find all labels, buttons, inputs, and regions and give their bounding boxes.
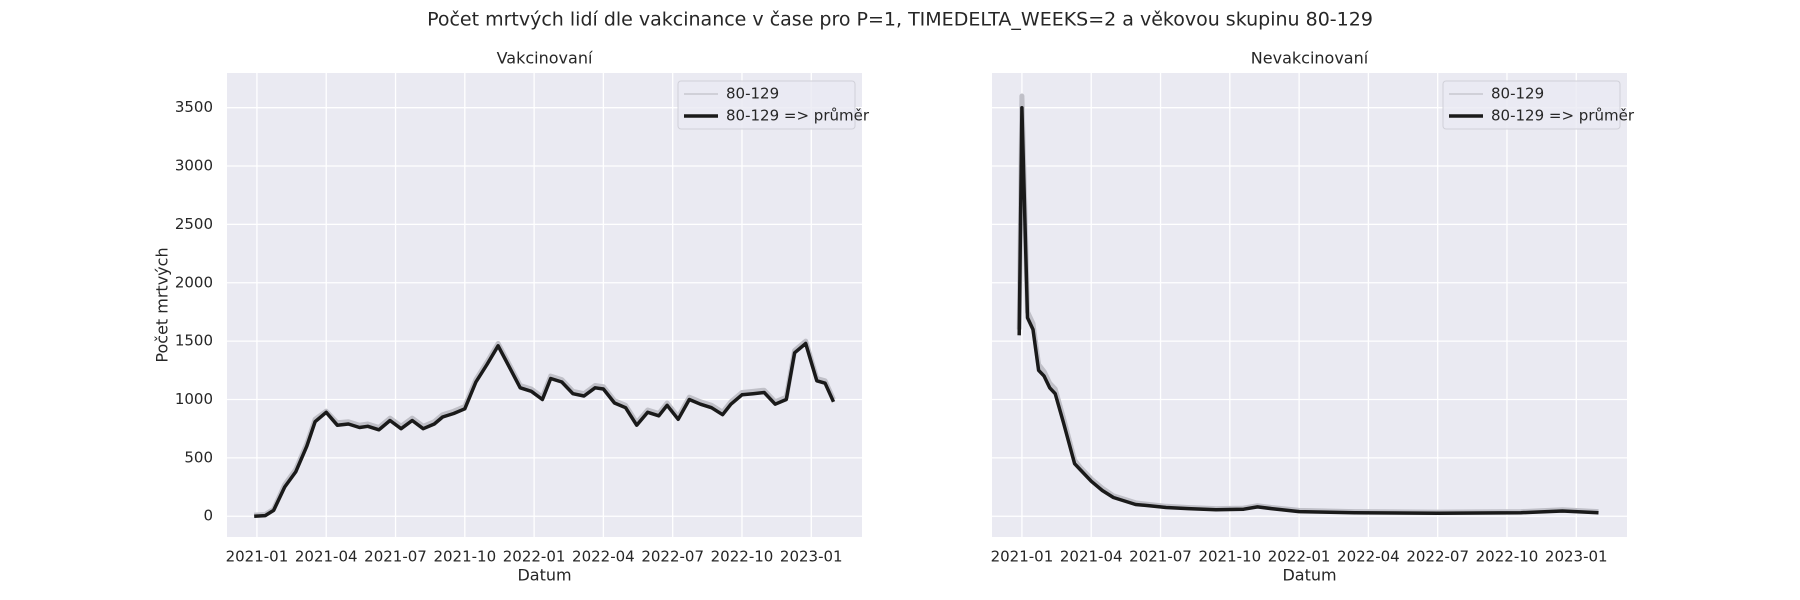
x-axis-label: Datum [1282, 566, 1336, 585]
legend-label: 80-129 [726, 85, 779, 103]
x-tick-label: 2021-07 [1129, 548, 1192, 566]
legend-label: 80-129 [1491, 85, 1544, 103]
y-tick-label: 1500 [175, 332, 213, 350]
line-series [254, 341, 836, 518]
y-tick-label: 3500 [175, 98, 213, 116]
x-tick-label: 2022-07 [641, 548, 704, 566]
y-tick-label: 2500 [175, 215, 213, 233]
subplot-title: Nevakcinovaní [1251, 49, 1369, 68]
x-tick-label: 2021-04 [1060, 548, 1123, 566]
legend-box [677, 80, 856, 130]
y-tick-label: 2000 [175, 273, 213, 291]
x-tick-label: 2021-07 [364, 548, 427, 566]
x-tick-label: 2023-01 [1545, 548, 1608, 566]
legend: 80-129 80-129 => průměr [1442, 80, 1635, 130]
y-tick-label: 1000 [175, 390, 213, 408]
legend: 80-129 80-129 => průměr [677, 80, 870, 130]
y-axis-label: Počet mrtvých [153, 247, 172, 362]
x-tick-label: 2021-04 [295, 548, 358, 566]
x-axis-label: Datum [517, 566, 571, 585]
x-tick-label: 2022-10 [1476, 548, 1539, 566]
x-tick-label: 2023-01 [780, 548, 843, 566]
y-tick-label: 500 [184, 448, 213, 466]
y-tick-label: 3000 [175, 157, 213, 175]
plot-area [227, 73, 862, 537]
x-tick-label: 2022-04 [572, 548, 635, 566]
x-tick-label: 2021-10 [433, 548, 496, 566]
x-tick-label: 2022-04 [1337, 548, 1400, 566]
legend-label: 80-129 => průměr [1491, 107, 1635, 125]
plot-area [992, 73, 1627, 537]
legend-box [1442, 80, 1621, 130]
x-tick-label: 2021-01 [991, 548, 1054, 566]
subplot-title: Vakcinovaní [497, 49, 593, 68]
x-tick-label: 2021-01 [226, 548, 289, 566]
x-tick-label: 2021-10 [1198, 548, 1261, 566]
x-tick-label: 2022-10 [711, 548, 774, 566]
legend-label: 80-129 => průměr [726, 107, 870, 125]
figure-title: Počet mrtvých lidí dle vakcinance v čase… [427, 9, 1373, 31]
x-tick-label: 2022-07 [1406, 548, 1469, 566]
y-tick-label: 0 [203, 507, 213, 525]
line-series [1017, 105, 1599, 516]
x-tick-label: 2022-01 [503, 548, 566, 566]
x-tick-label: 2022-01 [1268, 548, 1331, 566]
